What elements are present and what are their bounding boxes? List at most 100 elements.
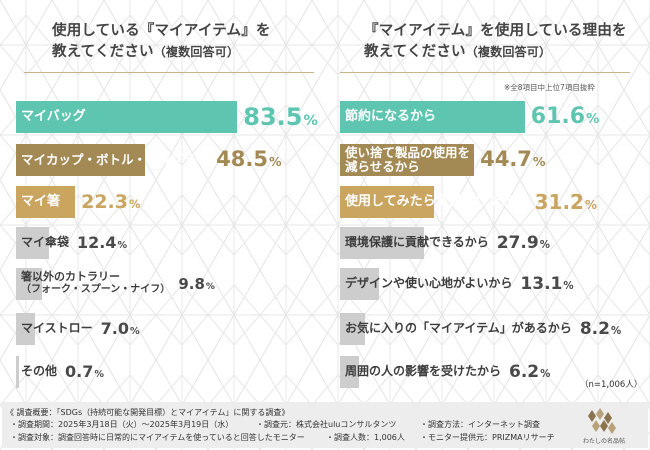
value-label-6: 8.2% (580, 319, 621, 339)
right-title-rule (340, 72, 630, 73)
survey-count: ・調査人数：1,006人 (326, 433, 405, 442)
bar-5 (16, 268, 42, 300)
value-label-4: 12.4% (77, 233, 127, 252)
category-label-4: マイ傘袋 (21, 235, 70, 250)
value-unit: % (539, 239, 550, 251)
bar-6 (16, 313, 35, 345)
bar-6 (340, 313, 365, 345)
value-unit: % (128, 196, 141, 211)
category-label-line: 節約になるから (345, 108, 437, 124)
value-unit: % (610, 325, 622, 337)
category-label-line: 使い捨て製品の使用を (345, 144, 471, 160)
value-number: 9.8 (178, 275, 205, 293)
left-title-sub: （複数回答可） (153, 45, 240, 59)
bar-7 (16, 356, 19, 388)
bar-2 (340, 144, 475, 176)
value-label-2: 48.5% (216, 147, 281, 171)
value-number: 27.9 (496, 232, 539, 253)
category-label-3: 使用してみたら習慣化したから (345, 193, 527, 210)
value-unit: % (584, 198, 598, 212)
category-label-5: 箸以外のカトラリー （フォーク・スプーン・ナイフ） (21, 271, 170, 295)
value-unit: % (563, 280, 574, 292)
survey-method: ・調査方法：インターネット調査 (420, 420, 540, 429)
category-label-3: マイ箸 (21, 193, 61, 210)
value-label-2: 44.7% (480, 147, 545, 171)
value-unit: % (117, 240, 128, 252)
value-number: 13.1 (520, 273, 563, 294)
value-unit: % (532, 154, 546, 170)
bar-3 (16, 186, 76, 218)
category-label-line: 使用してみたら習慣化したから (345, 193, 527, 209)
value-label-6: 7.0% (101, 319, 140, 338)
survey-overview-heading: 《 調査概要：「SDGs（持続可能な開発目標）とマイアイテム」に関する調査》 (6, 408, 290, 417)
value-label-1: 83.5% (243, 103, 318, 131)
logo-text: わたしの名品帖 (582, 438, 625, 445)
bar-5 (340, 268, 380, 300)
bar-1 (16, 101, 238, 133)
value-label-3: 31.2% (535, 190, 597, 214)
bar-1 (340, 101, 525, 133)
sample-size: （n=1,006人） (580, 380, 643, 390)
category-label-1: マイバッグ (21, 108, 86, 125)
category-label-6: マイストロー (21, 321, 93, 336)
value-unit: % (586, 111, 600, 127)
left-chart-title: 使用している『マイアイテム』を 教えてください（複数回答可） (52, 21, 271, 63)
survey-period: ・調査期間：2025年3月18日（火）〜2025年3月19日（水） (10, 420, 234, 429)
category-label-line: デザインや使い心地がよいから (345, 276, 513, 291)
category-label-line: 周囲の人の影響を受けたから (345, 364, 502, 379)
value-number: 22.3 (81, 190, 128, 213)
value-label-7: 0.7% (65, 362, 104, 381)
value-unit: % (303, 112, 318, 129)
right-title-line1: 『マイアイテム』を使用している理由を (364, 23, 627, 39)
bar-4 (16, 227, 49, 259)
survey-overview-box (2, 402, 648, 448)
category-label-line: マイストロー (21, 321, 93, 336)
left-title-line2: 教えてください (52, 44, 154, 60)
value-number: 61.6 (530, 103, 586, 129)
survey-target: ・調査対象：調査回答時に日常的にマイアイテムを使っていると回答したモニター (10, 433, 305, 442)
value-number: 12.4 (77, 233, 117, 253)
value-number: 7.0 (100, 319, 129, 339)
right-title-sub: （複数回答可） (465, 45, 552, 59)
category-label-line: マイ箸 (21, 193, 61, 209)
category-label-6: お気に入りの「マイアイテム」があるから (345, 321, 572, 336)
value-unit: % (94, 369, 104, 381)
category-label-line: 箸以外のカトラリー (21, 270, 120, 284)
value-number: 8.2 (579, 318, 610, 339)
bar-4 (340, 227, 424, 259)
value-label-7: 6.2% (509, 362, 550, 382)
kumiko-flower-logo-icon (588, 408, 616, 434)
value-number: 31.2 (534, 190, 584, 214)
value-label-5: 9.8% (178, 275, 215, 293)
category-label-line: 減らせるから (345, 159, 420, 174)
value-number: 6.2 (509, 361, 540, 382)
value-unit: % (268, 154, 282, 170)
category-label-1: 節約になるから (345, 108, 437, 125)
category-label-7: その他 (21, 364, 58, 379)
survey-provider: ・モニター提供元：PRIZMAリサーチ (420, 433, 555, 442)
value-unit: % (129, 326, 140, 338)
value-number: 48.5 (216, 147, 268, 172)
category-label-7: 周囲の人の影響を受けたから (345, 364, 502, 379)
value-label-5: 13.1% (520, 274, 573, 294)
bar-7 (340, 356, 359, 388)
value-number: 0.7 (65, 362, 94, 382)
value-unit: % (205, 282, 215, 292)
category-label-4: 環境保護に貢献できるから (345, 235, 489, 250)
category-label-line: （フォーク・スプーン・ナイフ） (21, 283, 171, 295)
category-label-line: 環境保護に貢献できるから (345, 235, 489, 250)
category-label-line: お気に入りの「マイアイテム」があるから (345, 321, 572, 336)
bar-2 (16, 144, 145, 176)
category-label-line: マイ傘袋 (21, 235, 70, 250)
category-label-2: 使い捨て製品の使用を 減らせるから (345, 144, 471, 175)
left-title-line1: 使用している『マイアイテム』を (52, 23, 271, 39)
category-label-line: マイカップ・ボトル・タンブラー (21, 151, 209, 167)
value-label-4: 27.9% (497, 233, 550, 253)
right-chart-title: 『マイアイテム』を使用している理由を 教えてください（複数回答可） (364, 21, 627, 63)
category-label-line: その他 (21, 364, 58, 379)
value-label-1: 61.6% (531, 104, 600, 129)
value-number: 83.5 (243, 102, 303, 131)
category-label-line: マイバッグ (21, 108, 86, 124)
bar-3 (340, 186, 434, 218)
